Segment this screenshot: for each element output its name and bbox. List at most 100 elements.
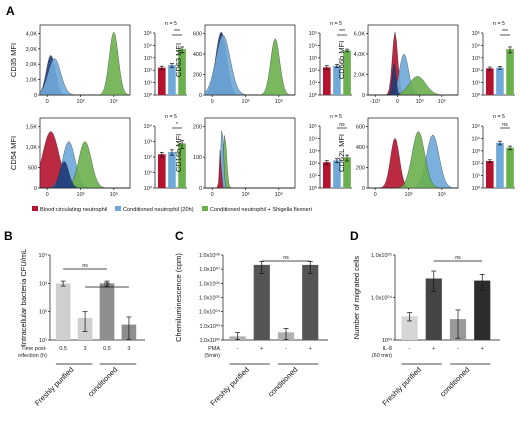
ytick-label: 1.0x10⁰⁴ — [371, 295, 393, 302]
bar-ytick-label: 10² — [309, 161, 317, 167]
panel-label-C: C — [175, 229, 184, 243]
group-label-C: Freshly purified — [208, 365, 251, 408]
bar-ytick-label: 10⁵ — [472, 30, 480, 37]
n-label-CD35: n = 5 — [165, 21, 177, 27]
bar-CD35 — [168, 65, 176, 95]
category-label-C: + — [309, 346, 312, 352]
bar-ytick-label: 10¹ — [309, 81, 317, 87]
histogram-ytick-label: 4,0K — [354, 52, 366, 58]
group-label-C: conditioned — [266, 365, 299, 398]
histogram-peak — [205, 150, 295, 189]
histogram-xtick-label: 0 — [211, 192, 214, 198]
bar-ytick-label: 10³ — [144, 56, 152, 62]
category-label-C: - — [237, 346, 239, 352]
category-label-D: - — [457, 346, 459, 352]
bar-CD16b — [343, 157, 351, 188]
histogram-xtick-label: 10³ — [242, 99, 250, 105]
row-label-B: Time post- — [21, 346, 47, 352]
category-label-B: 0.5 — [59, 346, 67, 352]
histogram-ytick-label: 0 — [34, 186, 37, 192]
histogram-xtick-label: 10³ — [405, 192, 413, 198]
ytick-label: 10⁰³ — [382, 337, 392, 344]
ylabel-D: Number of migrated cells — [352, 256, 361, 340]
histogram-peak — [40, 161, 130, 189]
histogram-xtick-label: 10⁵ — [275, 98, 283, 105]
category-label-B: 3 — [84, 346, 87, 352]
histogram-ytick-label: 0 — [199, 186, 202, 192]
histogram-ytick-label: 0 — [362, 93, 365, 99]
histogram-xtick-label: 10⁵ — [275, 191, 283, 198]
bar-CD54 — [158, 154, 166, 188]
category-label-D: + — [481, 346, 484, 352]
bar-D — [474, 280, 491, 340]
histogram-ytick-label: 600 — [356, 124, 365, 130]
bar-ytick-label: 10² — [309, 68, 317, 74]
ytick-label: 10¹ — [39, 338, 47, 344]
histogram-xtick-label: 0 — [396, 99, 399, 105]
histogram-peak — [205, 38, 295, 96]
ytick-label: 10² — [39, 310, 47, 316]
bar-ytick-label: 10⁴ — [144, 42, 153, 49]
histogram-ytick-label: 4,0K — [26, 31, 38, 37]
histogram-ytick-label: 2,0K — [354, 72, 366, 78]
bar-C — [253, 264, 270, 340]
histogram-ylabel-CD63: CD63 MFI — [174, 43, 183, 77]
row-label-B: infection (h) — [18, 353, 47, 359]
histogram-ytick-label: 3,0K — [26, 47, 38, 53]
ylabel-C: Chemiluminescence (cpm) — [174, 253, 183, 342]
histogram-xtick-label: 10³ — [416, 99, 424, 105]
significance-label-CD16b: ns — [339, 122, 345, 128]
category-label-B: 0.5 — [103, 346, 111, 352]
histogram-xtick-label: 10⁵ — [438, 191, 446, 198]
histogram-ytick-label: 600 — [193, 31, 202, 37]
histogram-ytick-label: 200 — [356, 165, 365, 171]
histogram-ylabel-CD35: CD35 MFI — [9, 43, 18, 77]
histogram-xtick-label: 10⁵ — [110, 191, 118, 198]
histogram-xtick-label: 10⁵ — [438, 98, 446, 105]
histogram-ytick-label: 2,0K — [26, 62, 38, 68]
ytick-label: 1.0x10⁰³ — [199, 323, 220, 330]
row-label-D: IL-8 — [383, 346, 392, 352]
bar-ytick-label: 10¹ — [144, 171, 152, 177]
histogram-peak — [368, 76, 458, 96]
bar-CD16b — [333, 160, 341, 188]
bar-ytick-label: 10³ — [309, 149, 317, 155]
group-label-B: conditioned — [86, 365, 119, 398]
legend-label: Conditioned neutrophil + Shigella flexne… — [210, 207, 312, 213]
bar-ytick-label: 10⁰ — [472, 185, 481, 192]
row-label-D: (60 min) — [372, 353, 392, 359]
histogram-ytick-label: 400 — [356, 145, 365, 151]
bar-ytick-label: 10³ — [472, 149, 480, 155]
bar-D — [425, 278, 442, 340]
category-label-D: + — [432, 346, 435, 352]
histogram-peak — [368, 131, 458, 189]
ylabel-B: Intracellular bacteria CFU/mL — [19, 249, 28, 347]
histogram-ytick-label: 0 — [34, 93, 37, 99]
bar-ytick-label: 10⁴ — [309, 135, 318, 142]
bar-ytick-label: 10⁰ — [144, 185, 153, 192]
significance-label-CD35: *** — [174, 29, 180, 35]
bar-ytick-label: 10² — [472, 68, 480, 74]
histogram-xtick-label: -10³ — [370, 99, 380, 105]
legend-swatch — [32, 206, 38, 211]
n-label-CD66b: n = 5 — [493, 21, 505, 27]
bar-B — [55, 283, 71, 340]
bar-ytick-label: 10⁴ — [144, 123, 153, 130]
legend-swatch — [202, 206, 208, 211]
ytick-label: 1.0x10⁰⁶ — [199, 280, 220, 287]
bar-ytick-label: 10⁴ — [309, 42, 318, 49]
panel-label-D: D — [350, 229, 359, 243]
significance-label-B: ns — [104, 281, 110, 287]
bar-ytick-label: 10¹ — [472, 174, 480, 180]
histogram-xtick-label: 0 — [374, 192, 377, 198]
histogram-xtick-label: 0 — [46, 99, 49, 105]
ytick-label: 1.0x10⁰⁵ — [199, 295, 220, 302]
bar-ytick-label: 10⁴ — [472, 135, 481, 142]
histogram-ytick-label: 500 — [28, 165, 37, 171]
histogram-ytick-label: 200 — [193, 124, 202, 130]
bar-ytick-label: 10⁰ — [309, 92, 318, 99]
n-label-CD63: n = 5 — [330, 21, 342, 27]
bar-CD62L — [486, 161, 494, 188]
histogram-ytick-label: 6,0K — [354, 31, 366, 37]
